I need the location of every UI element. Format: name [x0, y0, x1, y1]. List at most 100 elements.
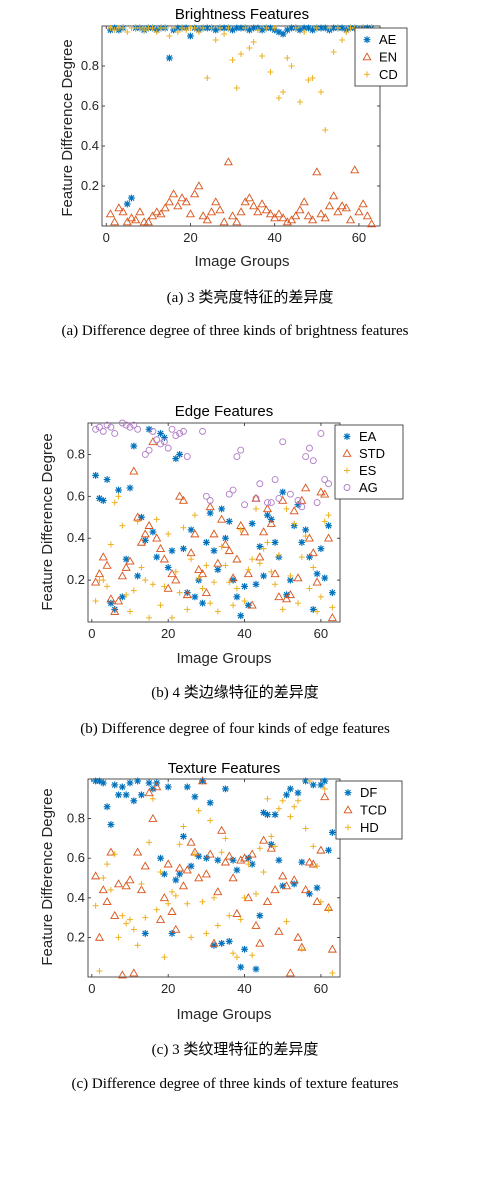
data-point-cd: [191, 25, 198, 31]
data-point-es: [211, 579, 217, 586]
y-tick-label: 0.8: [67, 811, 85, 826]
data-point-cd: [221, 31, 228, 37]
data-point-ag: [122, 421, 130, 429]
data-point-es: [226, 579, 233, 586]
y-tick-label: 0.2: [81, 178, 99, 193]
data-point-ag: [275, 494, 283, 502]
data-point-df: [306, 890, 313, 898]
data-point-std: [281, 594, 292, 603]
data-point-en: [206, 207, 217, 216]
data-point-df: [313, 884, 321, 892]
x-tick-label: 0: [88, 626, 95, 641]
data-point-hd: [130, 926, 137, 933]
data-point-df: [111, 781, 119, 789]
data-point-std: [312, 577, 322, 586]
data-point-std: [102, 560, 112, 569]
plot-marks: 0 20 40 60 0.2 0.4 0.6 0.8 EA STD ES AG: [67, 419, 404, 641]
caption-en: (a) Difference degree of three kinds of …: [61, 323, 408, 339]
data-point-tcd: [213, 887, 223, 896]
y-tick-label: 0.8: [81, 58, 99, 73]
data-point-cd: [263, 25, 270, 31]
data-point-es: [329, 604, 336, 611]
data-point-cd: [343, 29, 350, 35]
data-point-tcd: [144, 788, 154, 797]
data-point-std: [163, 583, 173, 592]
data-point-hd: [138, 880, 145, 887]
data-point-df: [286, 785, 294, 793]
data-point-hd: [149, 795, 156, 802]
data-point-std: [247, 600, 257, 609]
x-axis-label: Image Groups: [176, 650, 271, 667]
chart-title: Texture Features: [168, 760, 281, 777]
data-point-ea: [103, 476, 111, 483]
data-point-df: [183, 783, 191, 791]
data-point-tcd: [247, 849, 257, 858]
data-point-std: [175, 491, 185, 500]
data-point-hd: [279, 797, 286, 804]
data-point-tcd: [117, 970, 127, 979]
y-axis-label: Feature Difference Degree: [59, 39, 76, 216]
data-point-ag: [157, 440, 164, 448]
data-point-std: [304, 533, 315, 542]
data-point-ag: [313, 499, 321, 507]
data-point-es: [295, 600, 301, 607]
data-point-df: [321, 777, 329, 785]
data-point-en: [261, 205, 271, 214]
data-point-std: [197, 569, 208, 578]
data-point-hd: [153, 906, 160, 913]
data-point-std: [205, 502, 215, 511]
caption-cn: (a) 3 类亮度特征的差异度: [167, 289, 334, 306]
data-point-ea: [145, 425, 153, 433]
data-point-tcd: [125, 875, 135, 884]
data-point-hd: [184, 900, 191, 907]
data-point-df: [176, 870, 184, 878]
data-point-ag: [241, 501, 248, 509]
data-point-tcd: [152, 782, 162, 791]
data-point-std: [217, 514, 227, 523]
data-point-ag: [306, 444, 313, 452]
data-point-std: [167, 569, 177, 578]
data-point-tcd: [289, 875, 299, 884]
data-point-hd: [310, 843, 317, 850]
data-point-df: [264, 811, 271, 819]
data-point-tcd: [178, 881, 189, 890]
data-point-ae: [279, 30, 287, 38]
y-tick-label: 0.6: [67, 850, 85, 865]
data-point-ag: [267, 499, 275, 507]
data-point-en: [122, 217, 132, 226]
data-point-std: [201, 587, 211, 596]
data-point-en: [223, 157, 233, 166]
data-point-ag: [206, 497, 214, 504]
data-point-en: [211, 197, 221, 206]
data-point-tcd: [102, 897, 112, 906]
data-point-hd: [214, 922, 221, 929]
data-point-hd: [325, 906, 332, 913]
data-point-ea: [302, 526, 310, 534]
data-point-tcd: [197, 776, 208, 785]
data-point-ea: [149, 528, 157, 536]
data-point-en: [147, 211, 158, 220]
data-point-es: [188, 556, 195, 563]
data-point-ea: [115, 486, 122, 494]
legend-marker-en: [362, 52, 372, 61]
data-point-ag: [325, 480, 332, 488]
data-point-std: [320, 489, 330, 498]
data-point-en: [312, 167, 322, 176]
data-point-tcd: [320, 792, 330, 801]
data-point-cd: [318, 89, 325, 95]
data-point-tcd: [175, 863, 185, 872]
data-point-ea: [126, 484, 134, 492]
data-point-en: [291, 211, 301, 220]
data-point-ea: [248, 520, 256, 527]
data-point-hd: [256, 845, 263, 852]
y-tick-label: 0.2: [67, 572, 85, 587]
data-point-es: [245, 566, 252, 573]
data-point-df: [107, 821, 115, 828]
data-point-en: [169, 189, 179, 198]
data-point-cd: [225, 25, 232, 31]
legend-marker-es: [344, 467, 350, 474]
x-axis-label: Image Groups: [194, 253, 289, 270]
data-point-ea: [306, 553, 313, 561]
data-point-tcd: [285, 968, 295, 977]
data-point-df: [134, 777, 142, 785]
